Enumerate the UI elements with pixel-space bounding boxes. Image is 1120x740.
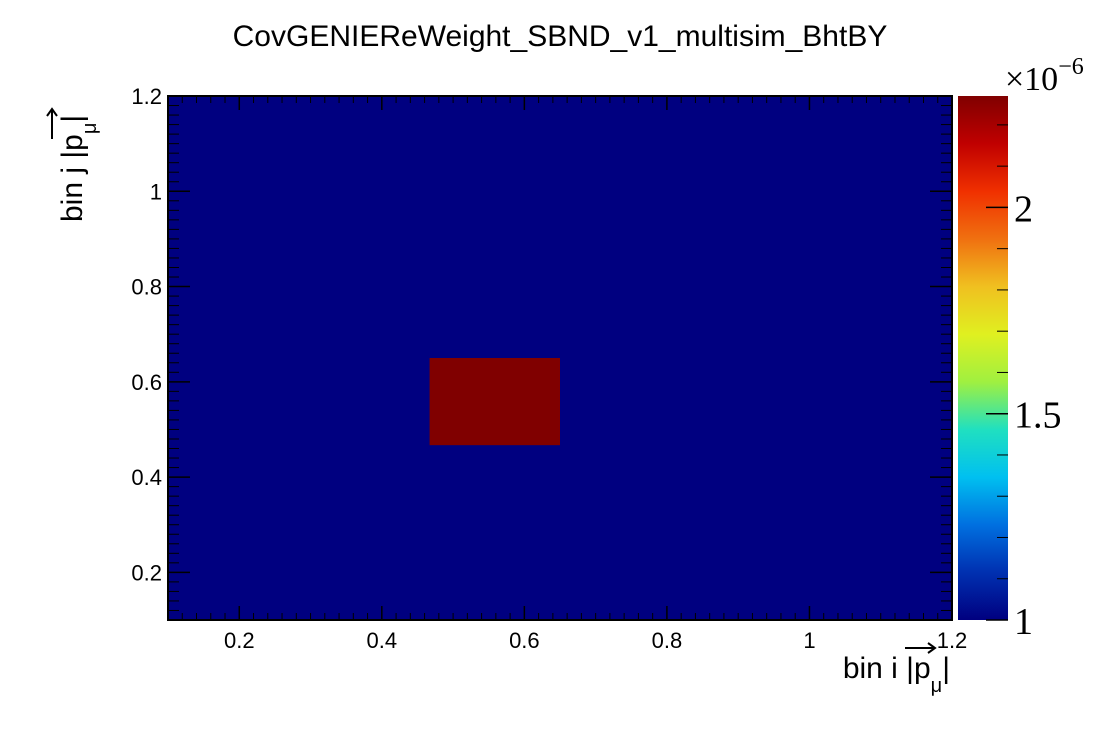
colorbar-tick-label: 2	[1014, 188, 1033, 230]
y-axis-vector-arrow-icon	[46, 107, 58, 139]
x-tick-label: 0.8	[652, 628, 683, 653]
y-axis-label-var: p	[56, 134, 89, 151]
colorbar-exponent-power: −6	[1058, 54, 1084, 80]
x-tick-label: 1	[803, 628, 815, 653]
heatmap-cell	[429, 358, 560, 446]
x-axis-label-sub: μ	[931, 675, 943, 697]
colorbar: 11.52 ×10−6	[958, 54, 1084, 643]
y-axis-label-sub: μ	[79, 123, 101, 135]
chart-title: CovGENIEReWeight_SBND_v1_multisim_BhtBY	[233, 20, 888, 53]
y-tick-label: 0.2	[131, 560, 162, 585]
y-axis-label-group: bin j |pμ|	[46, 107, 101, 222]
y-tick-label: 0.4	[131, 465, 162, 490]
x-axis-label-main: bin i |	[843, 652, 914, 685]
x-tick-label: 0.6	[509, 628, 540, 653]
y-axis-ticks: 0.2 0.4 0.6 0.8 1 1.2	[131, 84, 952, 611]
y-tick-label: 0.6	[131, 370, 162, 395]
x-tick-label: 1.2	[937, 628, 968, 653]
colorbar-exponent-label: ×10−6	[1005, 54, 1084, 98]
x-axis-vector-arrow-icon	[905, 642, 937, 654]
x-axis-label: bin i |pμ|	[843, 652, 950, 697]
y-axis-label-main: bin j |	[56, 151, 89, 222]
y-tick-label: 1.2	[131, 84, 162, 109]
x-axis-ticks: 0.2 0.4 0.6 0.8 1 1.2	[181, 96, 968, 653]
colorbar-tick-label: 1	[1014, 601, 1033, 643]
x-axis-label-var: p	[914, 652, 931, 685]
x-tick-label: 0.2	[224, 628, 255, 653]
x-axis-label-end: |	[942, 652, 950, 685]
plot-area: 0.2 0.4 0.6 0.8 1 1.2 0.2 0.4 0.6 0.8 1 1.2	[131, 84, 967, 653]
colorbar-ticks: 11.52	[986, 124, 1062, 643]
colorbar-exponent-base: ×10	[1005, 61, 1058, 98]
colorbar-gradient	[958, 96, 1008, 620]
x-tick-label: 0.4	[367, 628, 398, 653]
y-tick-label: 1	[150, 179, 162, 204]
colorbar-tick-label: 1.5	[1014, 395, 1062, 437]
plot-frame	[167, 95, 953, 621]
heatmap-cells	[429, 358, 560, 446]
y-tick-label: 0.8	[131, 275, 162, 300]
y-axis-label-end: |	[56, 115, 89, 123]
y-axis-label: bin j |pμ|	[56, 115, 101, 222]
